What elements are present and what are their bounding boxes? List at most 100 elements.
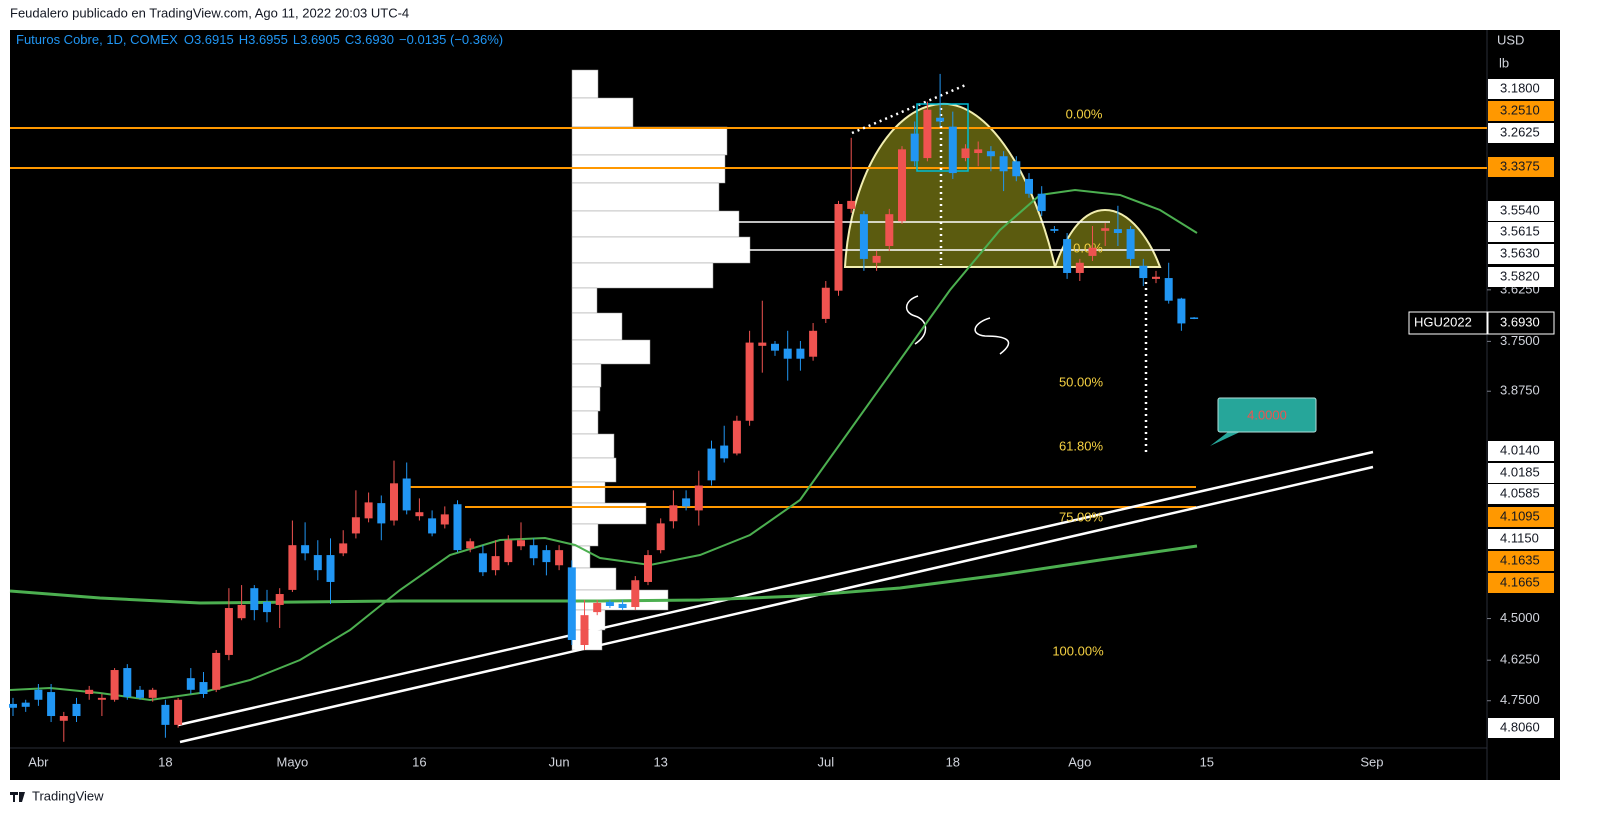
x-tick-label: Abr [28,754,49,769]
x-tick-label: 16 [412,754,426,769]
price-badge [1488,441,1554,461]
y-tick-label: 4.6250 [1500,652,1540,667]
symbol-label: HGU2022 [1414,314,1472,329]
candle-body [720,445,729,459]
profile-row [571,523,599,547]
candle-body [212,652,221,690]
candle-body [593,602,602,613]
candle-body [707,448,716,481]
profile-row [571,182,720,212]
candle-body [1139,265,1148,279]
profile-row [571,287,598,314]
candle-body [1101,228,1110,231]
trend-line [179,465,1374,744]
x-tick-label: Sep [1360,754,1383,769]
x-tick-label: 15 [1200,754,1214,769]
y-tick-label: 4.5000 [1500,610,1540,625]
candle-body [224,608,233,655]
candle-body [961,148,970,159]
candle-body [364,502,373,519]
profile-row [571,433,615,459]
x-tick-label: 13 [653,754,667,769]
candle-body [301,545,310,554]
profile-row [571,502,647,525]
candle-body [85,689,94,695]
candle-body [390,483,398,521]
candle-body [1025,178,1033,194]
candle-body [898,149,906,222]
candle-body [732,420,741,454]
price-badge [1488,244,1554,264]
x-tick-label: Jun [549,754,570,769]
profile-row [571,97,634,128]
x-tick-label: Jul [817,754,834,769]
candle-body [59,716,68,721]
x-tick-label: Mayo [277,754,309,769]
candle-body [1063,239,1072,273]
fib-label: 0.00% [1066,106,1103,121]
candle-body [428,518,437,534]
profile-row [571,339,651,365]
candle-body [644,555,652,582]
candle-body [1012,161,1021,177]
legend-key: C [345,32,354,47]
price-box [1487,311,1555,335]
candle-body [821,287,830,319]
price-badge [1488,222,1554,242]
candle-body [199,682,208,695]
candle-body [555,550,564,566]
price-badge-label: 3.3375 [1500,158,1540,173]
candle-body [694,485,703,511]
price-badge [1488,718,1554,738]
candle-body [771,343,779,351]
profile-row [571,567,617,591]
price-badge-label: 3.2510 [1500,102,1540,117]
candle-body [809,330,818,357]
legend-key: L [293,32,300,47]
price-badge-label: 4.1665 [1500,574,1540,589]
footer: TradingView [10,788,104,803]
legend-header: Futuros Cobre, 1D, COMEX O3.6915 H3.6955 L3… [16,32,503,47]
candle-body [872,255,881,263]
profile-row [571,545,591,569]
candle-body [275,594,284,605]
profile-row [571,312,623,341]
last-price: HGU2022 3.6930 [1408,311,1555,335]
candle-body [1075,262,1084,273]
callout: 4.0000 [1210,397,1317,446]
price-badge [1488,573,1554,593]
squiggle [906,295,927,345]
callout-pointer [1210,432,1240,446]
candle-body [529,545,538,559]
candle-body [97,697,106,700]
candle-body [605,601,614,606]
candle-body [567,567,576,641]
price-badge-label: 4.1095 [1500,508,1540,523]
candle-body [885,214,894,247]
price-badge-label: 3.1800 [1500,80,1540,95]
price-badge [1488,157,1554,177]
price-badge-label: 4.1150 [1500,530,1539,545]
candle-body [859,214,868,259]
candle-body [136,689,144,698]
x-tick-label: Ago [1068,754,1091,769]
candle-body [796,348,805,359]
price-badge-label: 3.5820 [1500,268,1540,283]
candle-body [1164,278,1173,301]
candle-body [402,478,411,511]
profile-row [571,262,714,289]
candle-body [504,540,513,563]
symbol: Futuros Cobre, 1D, COMEX [16,32,178,47]
fib-label: 75.00% [1059,509,1104,524]
candle-body [72,703,81,717]
candle-body [110,670,119,700]
legend-key: O [184,32,194,47]
profile-row [571,457,617,483]
volume-profile [571,69,751,651]
legend-key: H [239,32,248,47]
candle-body [478,553,487,573]
price-label: 3.6930 [1500,314,1540,329]
footer-text: TradingView [32,788,104,803]
y-tick-label: 3.7500 [1500,333,1540,348]
